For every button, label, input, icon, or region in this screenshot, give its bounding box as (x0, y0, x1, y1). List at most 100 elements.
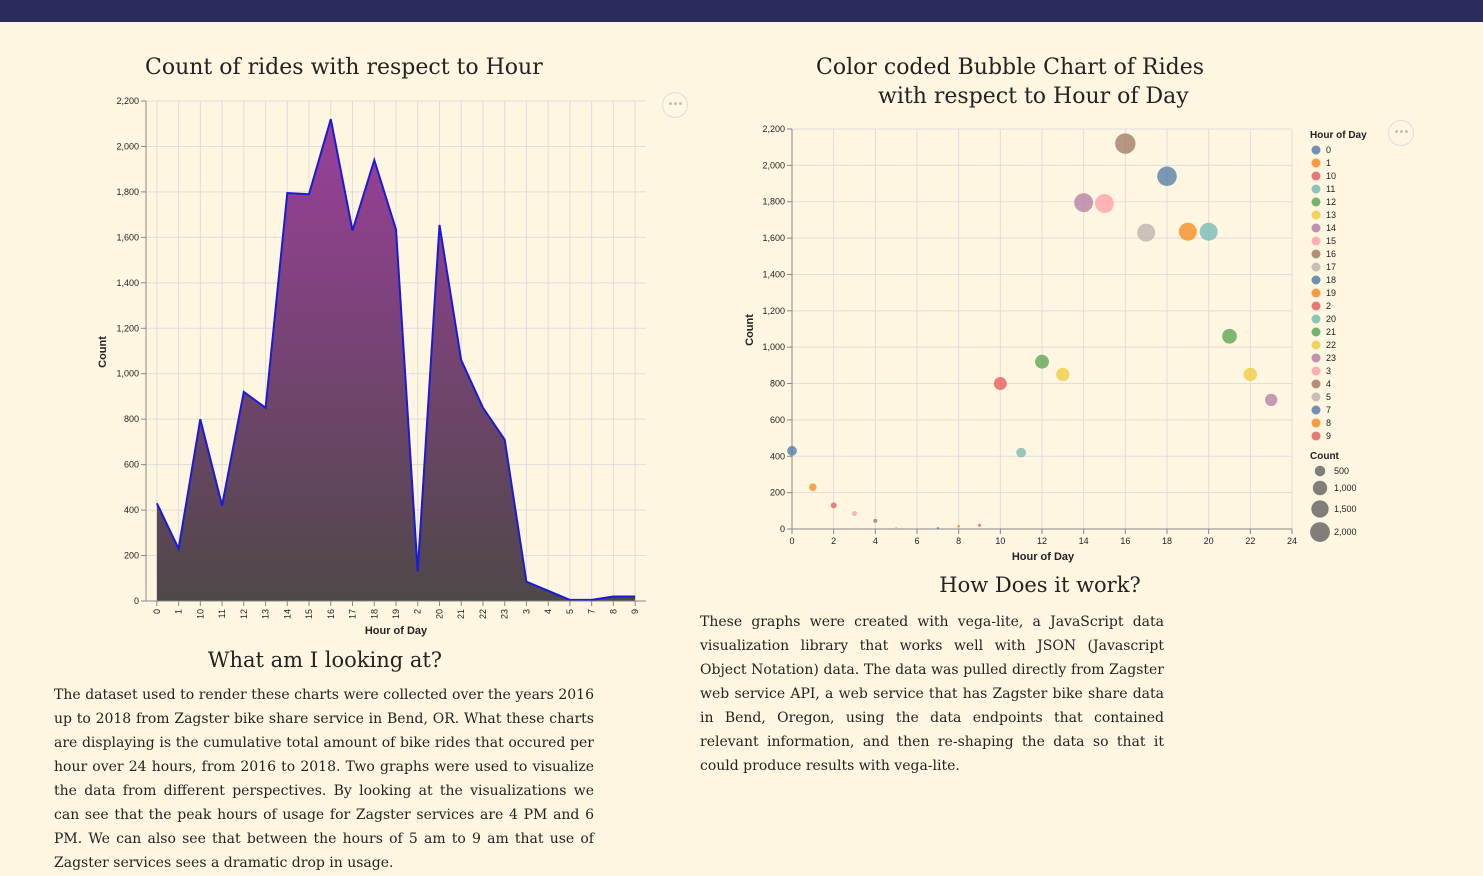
area-chart-x-axis-title: Hour of Day (365, 625, 428, 637)
area-chart: 02004006008001,0001,2001,4001,6001,8002,… (97, 96, 646, 637)
bubble-x-tick-label: 22 (1245, 536, 1255, 546)
area-x-tick-label: 11 (217, 609, 227, 618)
legend-color-label: 22 (1326, 340, 1336, 350)
bubble-point (1056, 367, 1070, 382)
legend-color-swatch (1311, 327, 1321, 337)
legend-color-label: 9 (1326, 431, 1331, 441)
legend-color-swatch (1311, 171, 1321, 181)
bubble-y-tick-label: 1,600 (762, 233, 785, 243)
area-x-tick-label: 18 (369, 609, 379, 619)
bubble-chart-axes: 02004006008001,0001,2001,4001,6001,8002,… (762, 124, 1297, 546)
area-x-tick-label: 22 (478, 609, 488, 619)
legend-color-label: 4 (1326, 379, 1331, 389)
legend-size-swatch (1310, 522, 1330, 542)
legend-color-label: 15 (1326, 236, 1336, 246)
legend-color-label: 16 (1326, 249, 1336, 259)
bubble-chart-title-line1: Color coded Bubble Chart of Rides (816, 55, 1205, 80)
legend-color-label: 1 (1326, 158, 1331, 168)
legend-size-title: Count (1310, 451, 1340, 462)
bubble-point (1137, 223, 1156, 242)
bubble-x-tick-label: 2 (831, 536, 836, 546)
area-x-tick-label: 9 (630, 609, 640, 614)
legend-color-swatch (1311, 314, 1321, 324)
bubble-chart-points (787, 133, 1278, 530)
bubble-point (1115, 133, 1136, 154)
bubble-y-tick-label: 1,200 (762, 306, 785, 316)
area-chart-y-axis-title: Count (97, 336, 109, 368)
area-x-tick-label: 17 (348, 609, 358, 619)
legend-color-swatch (1311, 249, 1321, 259)
legend-size-label: 2,000 (1334, 527, 1357, 537)
area-chart-title: Count of rides with respect to Hour (145, 55, 543, 80)
legend-color-swatch (1311, 197, 1321, 207)
area-y-tick-label: 400 (124, 505, 139, 515)
area-line (155, 118, 636, 601)
area-y-tick-label: 1,200 (116, 323, 139, 333)
bubble-point (787, 445, 797, 456)
area-x-tick-label: 0 (152, 609, 162, 614)
area-y-tick-label: 0 (134, 596, 139, 606)
legend-color-label: 19 (1326, 288, 1336, 298)
area-x-tick-label: 21 (456, 609, 466, 619)
area-y-tick-label: 2,000 (116, 141, 139, 151)
bubble-point (1016, 447, 1027, 458)
area-x-tick-label: 16 (326, 609, 336, 619)
legend-color-label: 11 (1326, 184, 1335, 194)
legend-color-swatch (1311, 223, 1321, 233)
area-x-tick-label: 10 (195, 609, 205, 619)
legend-color-label: 20 (1326, 314, 1336, 324)
bubble-y-tick-label: 2,000 (762, 160, 785, 170)
legend-color-swatch (1311, 262, 1321, 272)
legend-color-swatch (1311, 210, 1321, 220)
legend-color-swatch (1311, 158, 1321, 168)
bubble-point (895, 527, 898, 530)
bubble-point (873, 518, 878, 523)
bubble-x-tick-label: 8 (956, 536, 961, 546)
area-y-tick-label: 200 (124, 551, 139, 561)
bubble-point (1222, 328, 1237, 344)
bubble-chart-grid (791, 128, 1293, 530)
area-x-tick-label: 12 (239, 609, 249, 619)
legend-color-label: 2 (1326, 301, 1331, 311)
bubble-point (1074, 193, 1094, 213)
bubble-y-tick-label: 400 (770, 451, 785, 461)
bubble-y-tick-label: 1,000 (762, 342, 785, 352)
legend-color-label: 12 (1326, 197, 1336, 207)
legend-color-label: 5 (1326, 392, 1331, 402)
bubble-x-tick-label: 20 (1204, 536, 1214, 546)
legend-color-swatch (1311, 379, 1321, 389)
bubble-point (993, 377, 1007, 391)
area-fill (156, 119, 636, 601)
area-x-tick-label: 8 (608, 609, 618, 614)
bubble-x-tick-label: 16 (1120, 536, 1130, 546)
area-y-tick-label: 1,600 (116, 232, 139, 242)
bubble-point (1265, 393, 1278, 407)
legend-color-swatch (1311, 301, 1321, 311)
area-chart-axes: 02004006008001,0001,2001,4001,6001,8002,… (116, 96, 646, 619)
legend-color-label: 23 (1326, 353, 1336, 363)
legend-color-swatch (1311, 431, 1321, 441)
bubble-x-tick-label: 24 (1287, 536, 1297, 546)
legend-color-label: 14 (1326, 223, 1336, 233)
bubble-x-tick-label: 12 (1037, 536, 1047, 546)
bubble-chart-y-axis-title: Count (744, 314, 756, 346)
area-chart-actions-menu-button[interactable]: ••• (662, 92, 688, 118)
area-x-tick-label: 14 (282, 609, 292, 619)
legend-size-swatch (1311, 500, 1329, 518)
area-y-tick-label: 2,200 (116, 96, 139, 106)
area-x-tick-label: 5 (565, 609, 575, 614)
legend-size-label: 1,000 (1334, 483, 1357, 493)
bubble-point (977, 523, 982, 527)
bubble-x-tick-label: 10 (995, 536, 1005, 546)
legend-color-label: 8 (1326, 418, 1331, 428)
area-x-tick-label: 20 (434, 609, 444, 619)
legend-size-label: 1,500 (1334, 504, 1357, 514)
bubble-y-tick-label: 0 (780, 524, 785, 534)
bubble-point (1178, 222, 1197, 241)
bubble-chart-actions-menu-button[interactable]: ••• (1388, 120, 1414, 146)
area-x-tick-label: 4 (543, 609, 553, 614)
legend-size-swatch (1314, 465, 1326, 477)
what-heading: What am I looking at? (207, 648, 443, 672)
legend-color-title: Hour of Day (1310, 130, 1367, 141)
legend-color-label: 21 (1326, 327, 1336, 337)
